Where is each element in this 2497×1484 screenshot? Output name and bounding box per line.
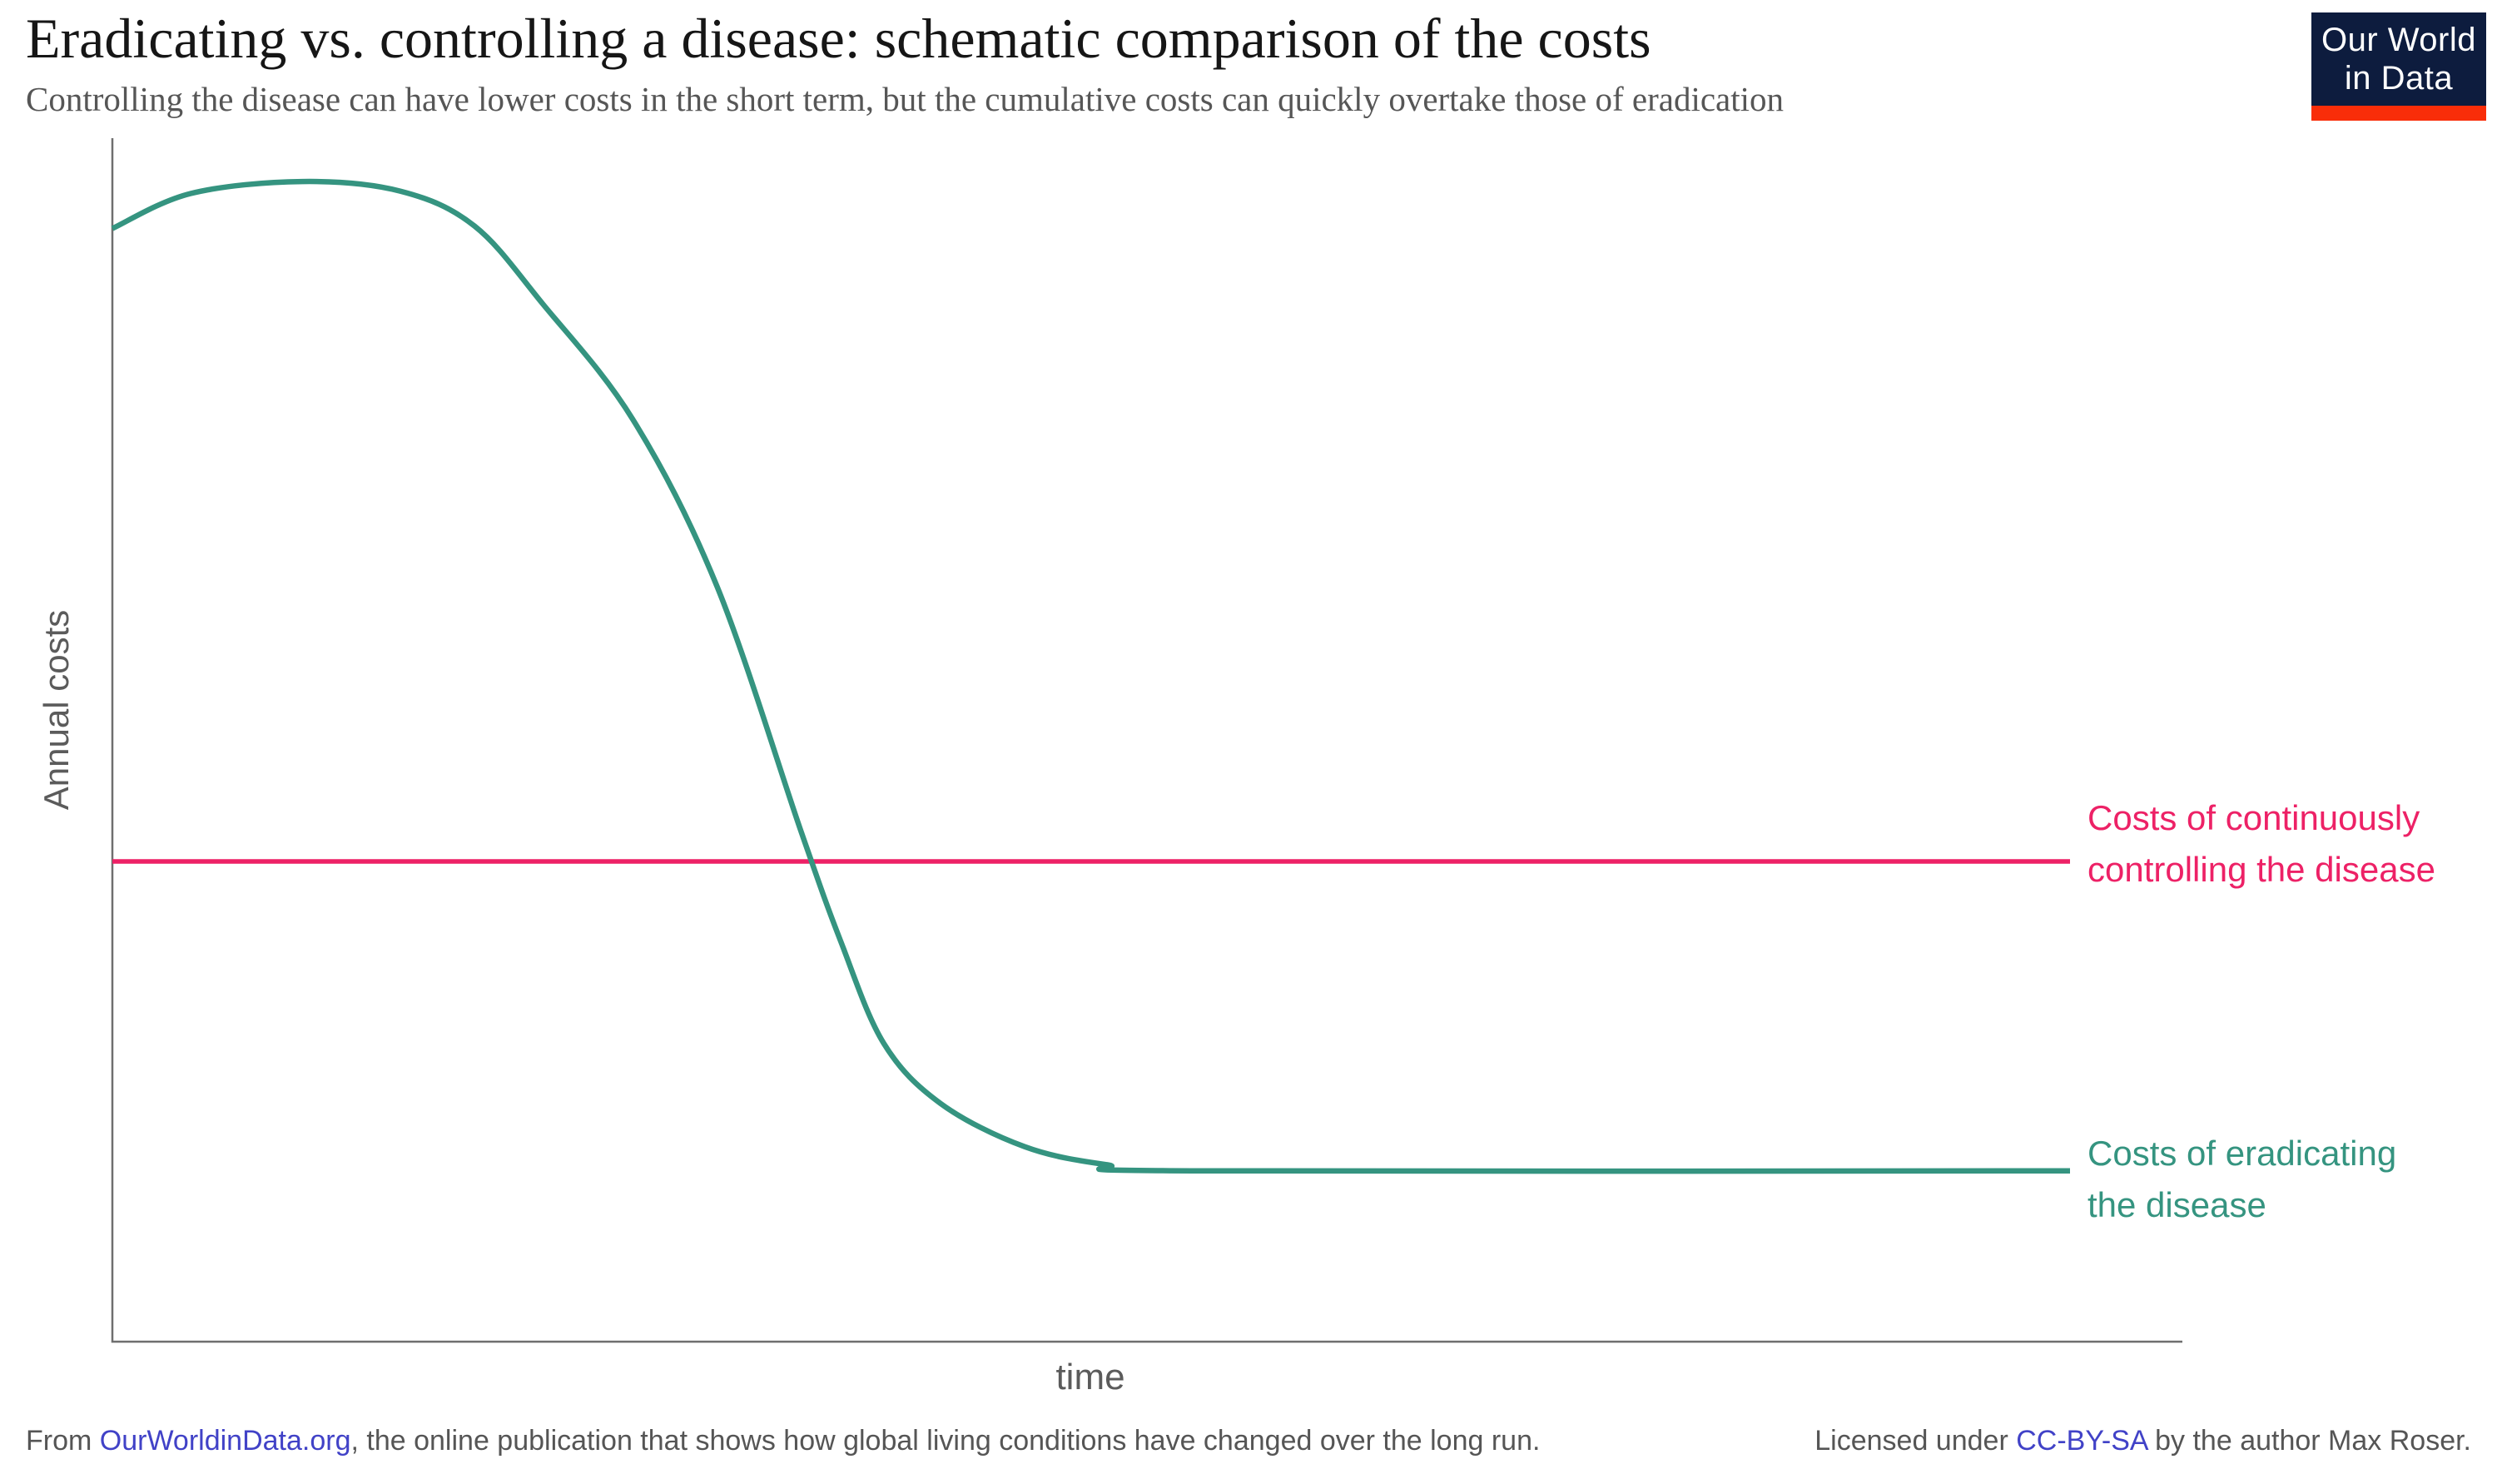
page-subtitle: Controlling the disease can have lower c…	[26, 79, 1785, 118]
footer: From OurWorldinData.org, the online publ…	[26, 1425, 2471, 1457]
owid-logo-line1: Our World	[2321, 22, 2477, 58]
footer-source-note: From OurWorldinData.org, the online publ…	[26, 1425, 1540, 1457]
owid-logo-text: Our World in Data	[2311, 12, 2486, 106]
control-series-label: Costs of continuously controlling the di…	[2087, 792, 2435, 896]
footer-source-prefix: From	[26, 1425, 100, 1457]
owid-logo-red-bar	[2311, 106, 2486, 121]
owid-logo: Our World in Data	[2311, 12, 2486, 121]
page-title: Eradicating vs. controlling a disease: s…	[26, 7, 1651, 70]
footer-license-prefix: Licensed under	[1814, 1425, 2017, 1457]
owid-link[interactable]: OurWorldinData.org	[99, 1425, 351, 1457]
footer-source-suffix: , the online publication that shows how …	[350, 1425, 1541, 1457]
eradicate-series-label: Costs of eradicating the disease	[2087, 1128, 2396, 1231]
owid-logo-line2: in Data	[2344, 60, 2454, 97]
eradicate-series-label-line2: the disease	[2087, 1185, 2266, 1224]
eradicate-series-label-line1: Costs of eradicating	[2087, 1134, 2397, 1173]
control-series-label-line1: Costs of continuously	[2087, 798, 2420, 837]
axes-lines	[111, 138, 2182, 1343]
footer-license-note: Licensed under CC-BY-SA by the author Ma…	[1814, 1425, 2471, 1457]
footer-license-suffix: by the author Max Roser.	[2147, 1425, 2471, 1457]
chart-header: Eradicating vs. controlling a disease: s…	[26, 5, 2290, 121]
control-series-label-line2: controlling the disease	[2087, 850, 2435, 889]
x-axis-label: time	[1055, 1357, 1125, 1397]
license-link[interactable]: CC-BY-SA	[2016, 1425, 2147, 1457]
eradication-cost-curve	[111, 178, 2071, 1174]
y-axis-label: Annual costs	[37, 609, 76, 811]
